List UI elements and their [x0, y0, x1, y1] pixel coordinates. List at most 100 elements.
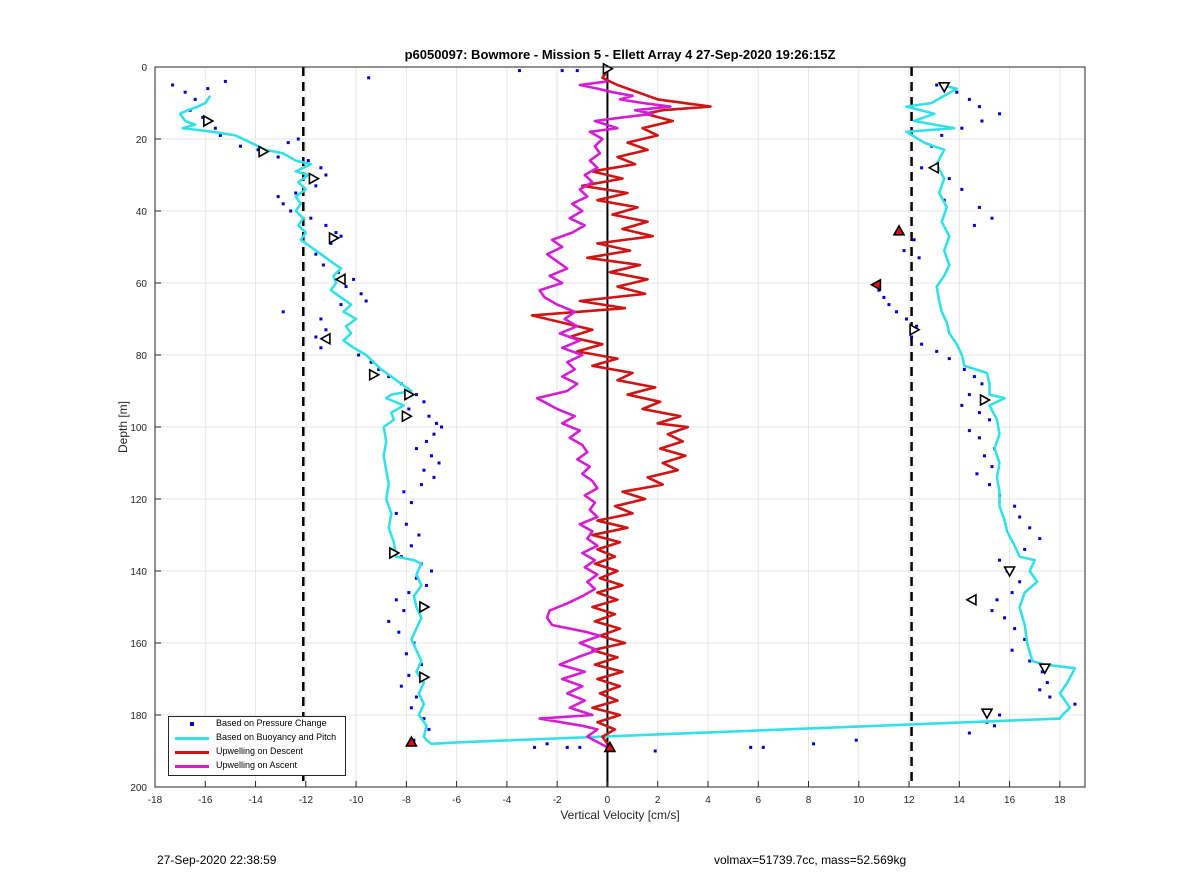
pressure-change-point: [432, 475, 436, 479]
x-tick-label: -10: [349, 795, 364, 806]
pressure-change-point: [440, 425, 444, 429]
triangle-marker: [388, 546, 401, 560]
pressure-change-point: [967, 97, 971, 101]
triangle-marker: [980, 708, 994, 720]
x-tick-label: 14: [954, 795, 966, 806]
triangle-marker: [419, 600, 431, 614]
triangle-marker: [892, 224, 906, 236]
pressure-change-point: [935, 83, 939, 87]
pressure-change-point: [972, 375, 976, 379]
pressure-change-point: [359, 292, 363, 296]
pressure-change-point: [980, 119, 984, 123]
pressure-change-point: [1018, 580, 1022, 584]
pressure-change-point: [404, 522, 408, 526]
pressure-change-point: [281, 310, 285, 314]
pressure-change-point: [993, 724, 997, 728]
pressure-change-point: [987, 418, 991, 422]
x-tick-label: -6: [452, 795, 461, 806]
legend: Based on Pressure Change Based on Buoyan…: [168, 716, 346, 776]
pressure-change-point: [427, 414, 431, 418]
pressure-change-point: [1010, 648, 1014, 652]
pressure-change-point: [998, 112, 1002, 116]
pressure-change-point: [256, 148, 260, 152]
pressure-change-point: [1073, 702, 1077, 706]
pressure-change-point: [334, 231, 338, 235]
pressure-change-point: [947, 357, 951, 361]
pressure-change-point: [982, 454, 986, 458]
pressure-change-point: [578, 745, 582, 749]
x-tick-label: -14: [248, 795, 263, 806]
pressure-change-point: [429, 454, 433, 458]
pressure-change-point: [980, 382, 984, 386]
pressure-change-point: [917, 256, 921, 260]
pressure-change-point: [960, 403, 964, 407]
upwelling-on-ascent-line: [535, 80, 672, 749]
triangle-marker: [328, 231, 341, 245]
pressure-change-point: [276, 155, 280, 159]
triangle-marker: [965, 593, 977, 607]
y-tick-label: 140: [130, 567, 147, 578]
pressure-change-point: [424, 583, 428, 587]
pressure-change-point: [357, 353, 361, 357]
pressure-change-point: [517, 69, 521, 73]
series-lines: [178, 69, 1077, 749]
pressure-change-point: [394, 511, 398, 515]
pressure-change-point: [201, 115, 205, 119]
pressure-change-point: [1048, 695, 1052, 699]
pressure-change-point: [955, 90, 959, 94]
legend-swatch-dot: [190, 722, 194, 726]
y-axis-label: Depth [m]: [116, 401, 130, 453]
x-tick-label: -12: [299, 795, 314, 806]
pressure-change-point: [962, 367, 966, 371]
triangle-markers: [203, 62, 1052, 753]
pressure-change-point: [967, 731, 971, 735]
x-tick-label: -4: [502, 795, 511, 806]
pressure-change-point: [321, 263, 325, 267]
pressure-change-point: [319, 317, 323, 321]
pressure-change-point: [995, 598, 999, 602]
pressure-change-point: [223, 79, 227, 83]
based-on-buoyancy-and-pitch-line: [178, 83, 1077, 746]
pressure-change-point: [367, 76, 371, 80]
pressure-change-point: [575, 69, 579, 73]
pressure-change-point: [565, 745, 569, 749]
pressure-change-point: [437, 461, 441, 465]
pressure-change-point: [432, 432, 436, 436]
x-tick-label: 10: [853, 795, 865, 806]
pressure-change-point: [977, 205, 981, 209]
pressure-change-point: [364, 299, 368, 303]
pressure-change-point: [407, 407, 411, 411]
pressure-change-point: [990, 465, 994, 469]
pressure-change-point: [545, 742, 549, 746]
pressure-change-point: [422, 717, 426, 721]
legend-item-pressure: Based on Pressure Change: [169, 718, 345, 731]
pressure-change-point: [761, 745, 765, 749]
pressure-change-point: [533, 745, 537, 749]
pressure-change-point: [422, 400, 426, 404]
x-tick-label: 2: [655, 795, 661, 806]
pressure-change-point: [409, 544, 413, 548]
pressure-change-point: [414, 695, 418, 699]
pressure-change-point: [1038, 688, 1042, 692]
pressure-change-point: [854, 738, 858, 742]
y-tick-label: 60: [136, 279, 148, 290]
pressure-change-point: [193, 97, 197, 101]
pressure-change-point: [419, 483, 423, 487]
pressure-change-point: [1040, 670, 1044, 674]
pressure-change-point: [171, 83, 175, 87]
x-tick-label: 16: [1004, 795, 1016, 806]
pressure-change-point: [329, 241, 333, 245]
pressure-change-point: [910, 335, 914, 339]
pressure-change-point: [1023, 547, 1027, 551]
x-tick-label: 0: [605, 795, 611, 806]
pressure-change-point: [920, 166, 924, 170]
pressure-change-point: [977, 411, 981, 415]
triangle-marker: [602, 62, 615, 76]
chart-title: p6050097: Bowmore - Mission 5 - Ellett A…: [405, 47, 836, 62]
pressure-change-point: [429, 569, 433, 573]
triangle-marker: [308, 172, 321, 185]
pressure-change-point: [409, 706, 413, 710]
pressure-change-point: [314, 335, 318, 339]
triangle-marker: [603, 740, 617, 753]
pressure-change-point: [289, 209, 293, 213]
